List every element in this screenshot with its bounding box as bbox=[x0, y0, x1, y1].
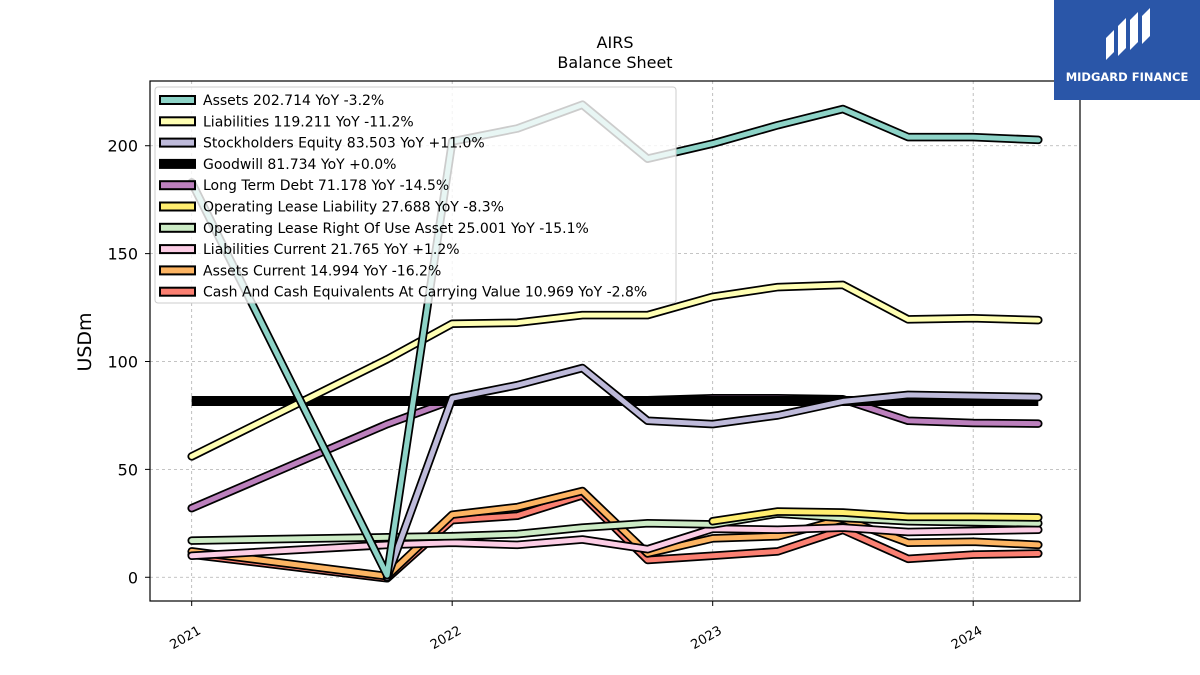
chart-title: AIRS bbox=[597, 33, 634, 52]
legend-swatch bbox=[159, 137, 196, 148]
x-tick-label: 2024 bbox=[949, 623, 985, 653]
legend-swatch bbox=[159, 244, 196, 255]
plot-frame bbox=[149, 80, 1081, 602]
series-line-assets-current bbox=[189, 488, 1041, 579]
series-line-liabilities-current bbox=[189, 525, 1041, 559]
legend-swatch bbox=[159, 222, 196, 233]
y-tick-label: 200 bbox=[107, 137, 138, 156]
midgard-logo-icon bbox=[1106, 8, 1150, 60]
series-line-liabilities bbox=[189, 282, 1041, 459]
x-tick-label: 2021 bbox=[168, 623, 204, 653]
brand-name: MIDGARD FINANCE bbox=[1065, 70, 1189, 84]
legend-entry: Goodwill 81.734 YoY +0.0% bbox=[203, 157, 396, 173]
legend-swatch bbox=[159, 265, 196, 276]
y-tick-label: 150 bbox=[107, 245, 138, 264]
series-line-operating-lease-liability bbox=[710, 509, 1041, 524]
legend: Assets 202.714 YoY -3.2% Liabilities 119.… bbox=[154, 86, 677, 304]
legend-swatch bbox=[159, 116, 196, 127]
legend-entry: Liabilities 119.211 YoY -11.2% bbox=[203, 114, 414, 130]
legend-entry: Operating Lease Liability 27.688 YoY -8.… bbox=[203, 200, 504, 216]
legend-swatch bbox=[159, 158, 196, 169]
y-tick-label: 0 bbox=[128, 568, 138, 587]
legend-entry: Liabilities Current 21.765 YoY +1.2% bbox=[203, 242, 460, 258]
legend-entry: Operating Lease Right Of Use Asset 25.00… bbox=[203, 221, 589, 237]
legend-entry: Long Term Debt 71.178 YoY -14.5% bbox=[203, 178, 449, 194]
legend-entry: Stockholders Equity 83.503 YoY +11.0% bbox=[203, 136, 485, 152]
legend-swatch bbox=[159, 95, 196, 105]
x-tick-label: 2022 bbox=[428, 623, 464, 653]
legend-entry: Assets 202.714 YoY -3.2% bbox=[203, 93, 384, 109]
series-line-stockholders-equity bbox=[384, 365, 1041, 580]
series-line-operating-lease-right-of-use-asset bbox=[189, 511, 1041, 544]
y-axis-label: USDm bbox=[74, 312, 96, 371]
legend-box bbox=[154, 86, 677, 304]
series-line-long-term-debt bbox=[189, 395, 1041, 511]
legend-swatch bbox=[159, 180, 196, 191]
x-tick-label: 2023 bbox=[689, 623, 725, 653]
legend-swatch bbox=[159, 201, 196, 212]
legend-swatch bbox=[159, 286, 196, 297]
legend-entry: Cash And Cash Equivalents At Carrying Va… bbox=[203, 285, 647, 301]
legend-entry: Assets Current 14.994 YoY -16.2% bbox=[203, 263, 441, 279]
brand-logo: MIDGARD FINANCE bbox=[1054, 0, 1200, 100]
chart-subtitle: Balance Sheet bbox=[557, 53, 672, 72]
y-tick-label: 100 bbox=[107, 352, 138, 371]
y-tick-label: 50 bbox=[118, 460, 138, 479]
